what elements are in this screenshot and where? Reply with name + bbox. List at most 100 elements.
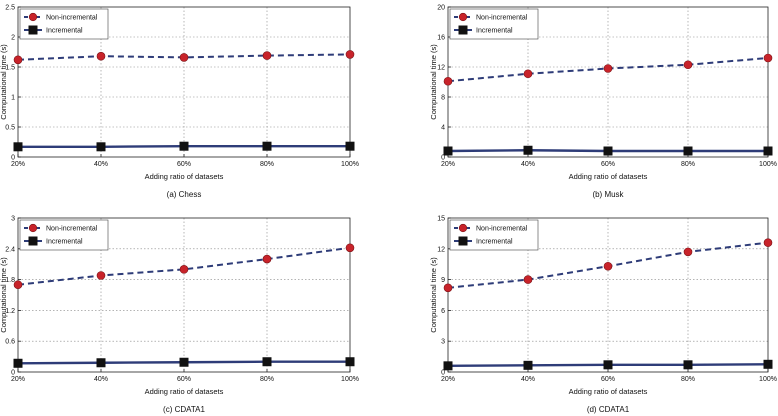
y-axis-label: Computational time (s) (429, 44, 438, 120)
data-point-circle (603, 261, 613, 271)
data-point-circle (523, 275, 533, 284)
x-tick-label: 60% (177, 376, 191, 383)
y-tick-label: 0.5 (5, 125, 15, 132)
x-tick-label: 60% (177, 161, 191, 168)
panel-caption: (d) CDATA1 (587, 405, 630, 414)
series-incremental (443, 145, 773, 156)
x-tick-label: 20% (441, 376, 455, 383)
chart-panel-1: 0 0.5 1 1.5 2 2.5 20% 40% 60% 80% 100% Adding ratio… (0, 5, 359, 200)
y-tick-label: 0.6 (5, 339, 15, 346)
data-point-circle (96, 51, 106, 61)
data-point-square (345, 141, 355, 151)
x-tick-label: 80% (681, 161, 695, 168)
y-tick-label: 2.5 (5, 5, 15, 12)
x-tick-label: 20% (11, 376, 25, 383)
series-incremental (13, 141, 355, 152)
legend-marker-circle (28, 223, 38, 233)
data-point-circle (683, 60, 693, 70)
x-tick-label: 100% (341, 161, 359, 168)
y-tick-label: 8 (441, 95, 445, 102)
x-tick-label: 40% (94, 161, 108, 168)
y-tick-label: 0 (11, 155, 15, 162)
x-tick-label: 40% (521, 376, 535, 383)
x-tick-label: 60% (601, 161, 615, 168)
chart-panel-4: 0 3 6 9 12 15 20% 40% 60% 80% 100% Adding ratio of … (429, 216, 777, 415)
x-tick-label: 80% (260, 161, 274, 168)
data-point-square (763, 146, 773, 156)
legend-marker-circle (458, 12, 468, 22)
y-tick-label: 0 (441, 370, 445, 377)
data-point-circle (179, 53, 189, 62)
data-point-circle (262, 254, 272, 264)
data-point-square (603, 146, 613, 156)
x-axis-label: Adding ratio of datasets (569, 172, 648, 181)
panel-caption: (c) CDATA1 (163, 405, 205, 414)
data-point-square (179, 357, 189, 367)
data-point-circle (13, 280, 23, 290)
y-tick-label: 0 (11, 370, 15, 377)
data-point-circle (13, 55, 23, 65)
data-point-square (13, 358, 23, 368)
y-tick-label: 20 (437, 5, 445, 12)
data-point-circle (179, 265, 189, 274)
data-point-square (443, 361, 453, 371)
data-point-square (262, 357, 272, 367)
panel-caption: (b) Musk (592, 190, 624, 199)
x-axis-label: Adding ratio of datasets (145, 172, 224, 181)
data-point-square (523, 145, 533, 155)
y-tick-label: 16 (437, 35, 445, 42)
legend-label: Incremental (46, 239, 83, 246)
x-tick-label: 80% (681, 376, 695, 383)
y-axis-label: Computational time (s) (0, 44, 8, 120)
series-line (17, 53, 351, 61)
data-point-square (443, 146, 453, 156)
data-point-circle (262, 51, 272, 60)
data-point-square (523, 360, 533, 370)
chart-panel-2: 0 4 8 12 16 20 20% 40% 60% 80% 100% Adding ratio of… (429, 5, 777, 200)
legend: Non-incremental Incremental (19, 219, 109, 251)
y-tick-label: 2 (11, 35, 15, 42)
x-tick-label: 20% (11, 161, 25, 168)
legend-marker-square (458, 236, 468, 246)
series-non-incremental (13, 243, 355, 290)
y-axis-label: Computational time (s) (429, 257, 438, 333)
legend-marker-circle (28, 12, 38, 22)
panel-caption: (a) Chess (167, 190, 202, 199)
x-tick-label: 40% (94, 376, 108, 383)
legend-label: Incremental (476, 28, 513, 35)
legend-marker-square (458, 25, 468, 35)
data-point-square (763, 359, 773, 369)
legend-label: Non-incremental (46, 226, 98, 233)
y-tick-label: 1.2 (5, 308, 15, 315)
data-point-square (96, 358, 106, 368)
data-point-square (603, 360, 613, 370)
y-tick-label: 4 (441, 125, 445, 132)
data-point-square (96, 142, 106, 152)
y-tick-label: 9 (441, 277, 445, 284)
y-tick-label: 1.8 (5, 277, 15, 284)
legend-label: Incremental (46, 28, 83, 35)
legend: Non-incremental Incremental (449, 219, 539, 251)
series-incremental (443, 359, 773, 371)
y-tick-label: 2.4 (5, 246, 15, 253)
chart-panel-3: 0 0.6 1.2 1.8 2.4 3 20% 40% 60% 80% 100% Adding rat… (0, 216, 359, 415)
legend-label: Non-incremental (476, 15, 528, 22)
y-tick-label: 12 (437, 246, 445, 253)
legend-label: Incremental (476, 239, 513, 246)
data-point-circle (683, 247, 693, 257)
y-tick-label: 0 (441, 155, 445, 162)
x-tick-label: 40% (521, 161, 535, 168)
data-point-square (345, 357, 355, 367)
data-point-circle (763, 238, 773, 247)
series-non-incremental (443, 238, 773, 293)
series-non-incremental (443, 53, 773, 86)
x-tick-label: 20% (441, 161, 455, 168)
y-tick-label: 3 (441, 339, 445, 346)
data-point-circle (345, 243, 355, 253)
data-point-circle (763, 53, 773, 63)
data-point-circle (603, 64, 613, 73)
legend-marker-square (28, 236, 38, 246)
data-point-square (13, 142, 23, 152)
y-axis-label: Computational time (s) (0, 257, 8, 333)
